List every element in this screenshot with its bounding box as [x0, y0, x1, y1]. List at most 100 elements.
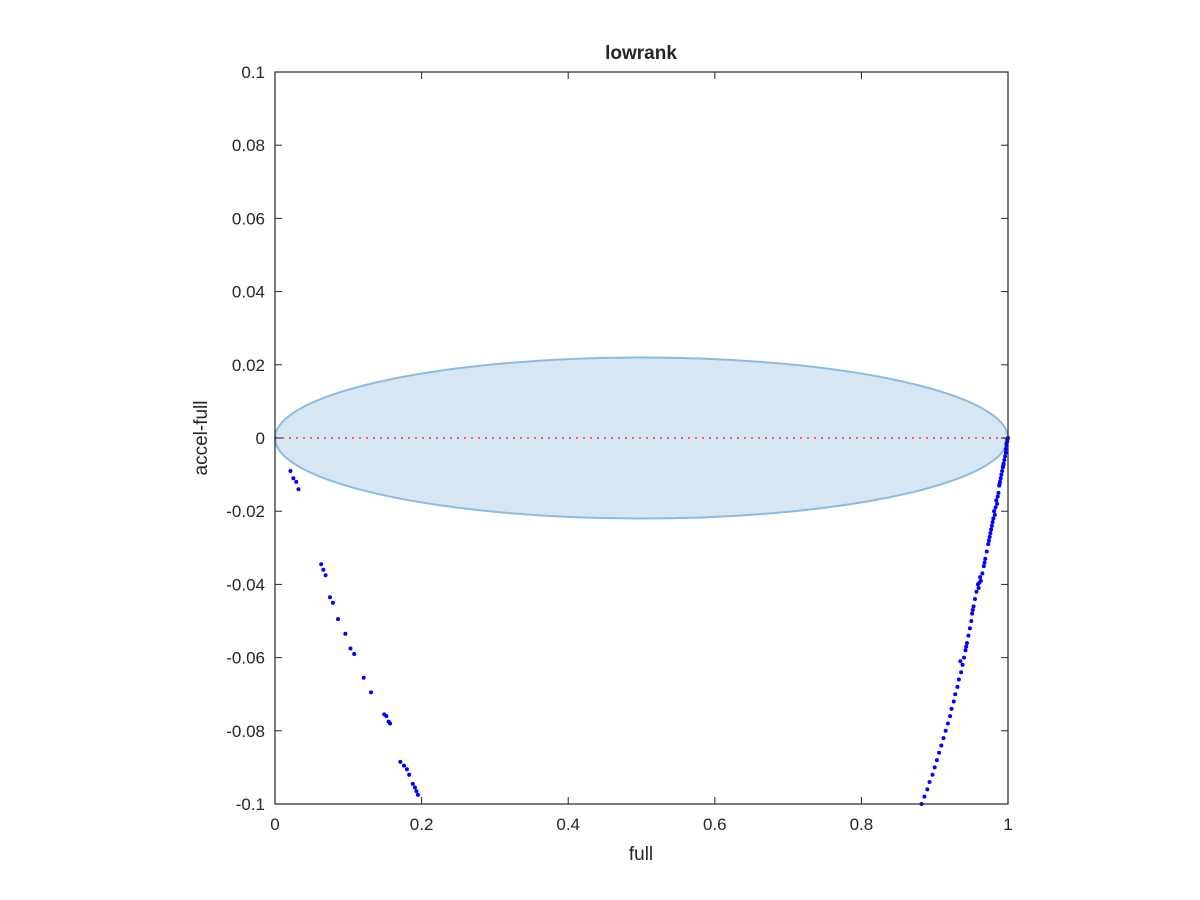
data-point	[934, 758, 939, 763]
data-point	[361, 675, 366, 680]
data-point	[294, 479, 299, 484]
data-point	[963, 648, 968, 653]
data-point	[939, 743, 944, 748]
data-point	[974, 589, 979, 594]
data-point	[407, 772, 412, 777]
y-tick-label: -0.06	[226, 649, 265, 668]
data-point	[949, 706, 954, 711]
data-point	[978, 578, 983, 583]
data-point	[989, 527, 994, 532]
data-point	[981, 564, 986, 569]
data-point	[970, 608, 975, 613]
x-tick-label: 1	[1003, 815, 1012, 834]
data-point	[1003, 454, 1008, 459]
data-point	[987, 534, 992, 539]
data-point	[348, 646, 353, 651]
data-point	[945, 721, 950, 726]
data-point	[995, 501, 1000, 506]
data-point	[989, 523, 994, 528]
data-point	[323, 573, 328, 578]
y-tick-label: 0.06	[232, 209, 265, 228]
data-point	[988, 531, 993, 536]
data-point	[990, 520, 995, 525]
data-point	[930, 772, 935, 777]
data-point	[1002, 457, 1007, 462]
x-tick-label: 0.8	[850, 815, 874, 834]
data-point	[404, 767, 409, 772]
data-point	[943, 728, 948, 733]
data-point	[991, 516, 996, 521]
data-point	[995, 494, 1000, 499]
data-point	[925, 787, 930, 792]
x-tick-label: 0.6	[703, 815, 727, 834]
data-point	[960, 662, 965, 667]
data-point	[1003, 450, 1008, 455]
data-point	[413, 785, 418, 790]
y-axis: 0.1 0.08 0.06 0.04 0.02 0 -0.02 -0.04 -0.06 -0.08…	[226, 63, 1008, 814]
x-tick-label: 0	[270, 815, 279, 834]
data-point	[959, 670, 964, 675]
data-points	[288, 436, 1010, 806]
data-point	[966, 633, 971, 638]
data-point	[976, 586, 981, 591]
y-tick-label: -0.02	[226, 502, 265, 521]
data-point	[955, 684, 960, 689]
data-point	[343, 631, 348, 636]
data-point	[330, 600, 335, 605]
x-axis-label: full	[629, 844, 653, 865]
data-point	[958, 659, 963, 664]
data-point	[321, 567, 326, 572]
chart-title: lowrank	[605, 43, 677, 64]
y-tick-label: 0.02	[232, 356, 265, 375]
data-point	[964, 644, 969, 649]
data-point	[1003, 446, 1008, 451]
data-point	[969, 619, 974, 623]
y-axis-label: accel-full	[191, 401, 212, 476]
data-point	[922, 794, 927, 799]
data-point	[319, 562, 324, 567]
data-point	[410, 781, 415, 786]
data-point	[996, 490, 1001, 495]
data-point	[291, 476, 296, 481]
data-point	[384, 714, 389, 719]
data-point	[932, 765, 937, 770]
data-point	[369, 690, 374, 695]
data-point	[970, 611, 975, 616]
data-point	[967, 626, 972, 631]
data-point	[997, 481, 1002, 486]
data-point	[941, 736, 946, 741]
data-point	[1001, 463, 1006, 468]
data-point	[973, 597, 978, 602]
data-point	[978, 575, 983, 580]
data-point	[953, 692, 958, 697]
data-point	[986, 542, 991, 547]
data-point	[398, 759, 403, 764]
y-tick-label: -0.04	[226, 575, 265, 594]
y-tick-label: 0.1	[241, 63, 265, 82]
data-point	[1000, 468, 1005, 473]
data-point	[999, 472, 1004, 477]
data-point	[927, 780, 932, 785]
y-tick-label: 0.04	[232, 283, 265, 302]
data-point	[962, 655, 967, 660]
data-point	[971, 604, 976, 609]
data-point	[948, 714, 953, 719]
data-point	[964, 640, 969, 645]
data-point	[388, 721, 393, 726]
data-point	[937, 750, 942, 755]
x-tick-label: 0.4	[556, 815, 580, 834]
data-point	[414, 789, 419, 794]
data-point	[327, 595, 332, 600]
data-point	[956, 677, 961, 682]
data-point	[982, 560, 987, 565]
y-tick-label: -0.1	[236, 795, 265, 814]
data-point	[415, 792, 420, 797]
data-point	[994, 498, 999, 503]
data-point	[998, 476, 1003, 481]
data-point	[993, 505, 998, 510]
data-point	[983, 556, 988, 561]
data-point	[986, 538, 991, 543]
data-point	[352, 651, 357, 656]
data-point	[951, 699, 956, 704]
